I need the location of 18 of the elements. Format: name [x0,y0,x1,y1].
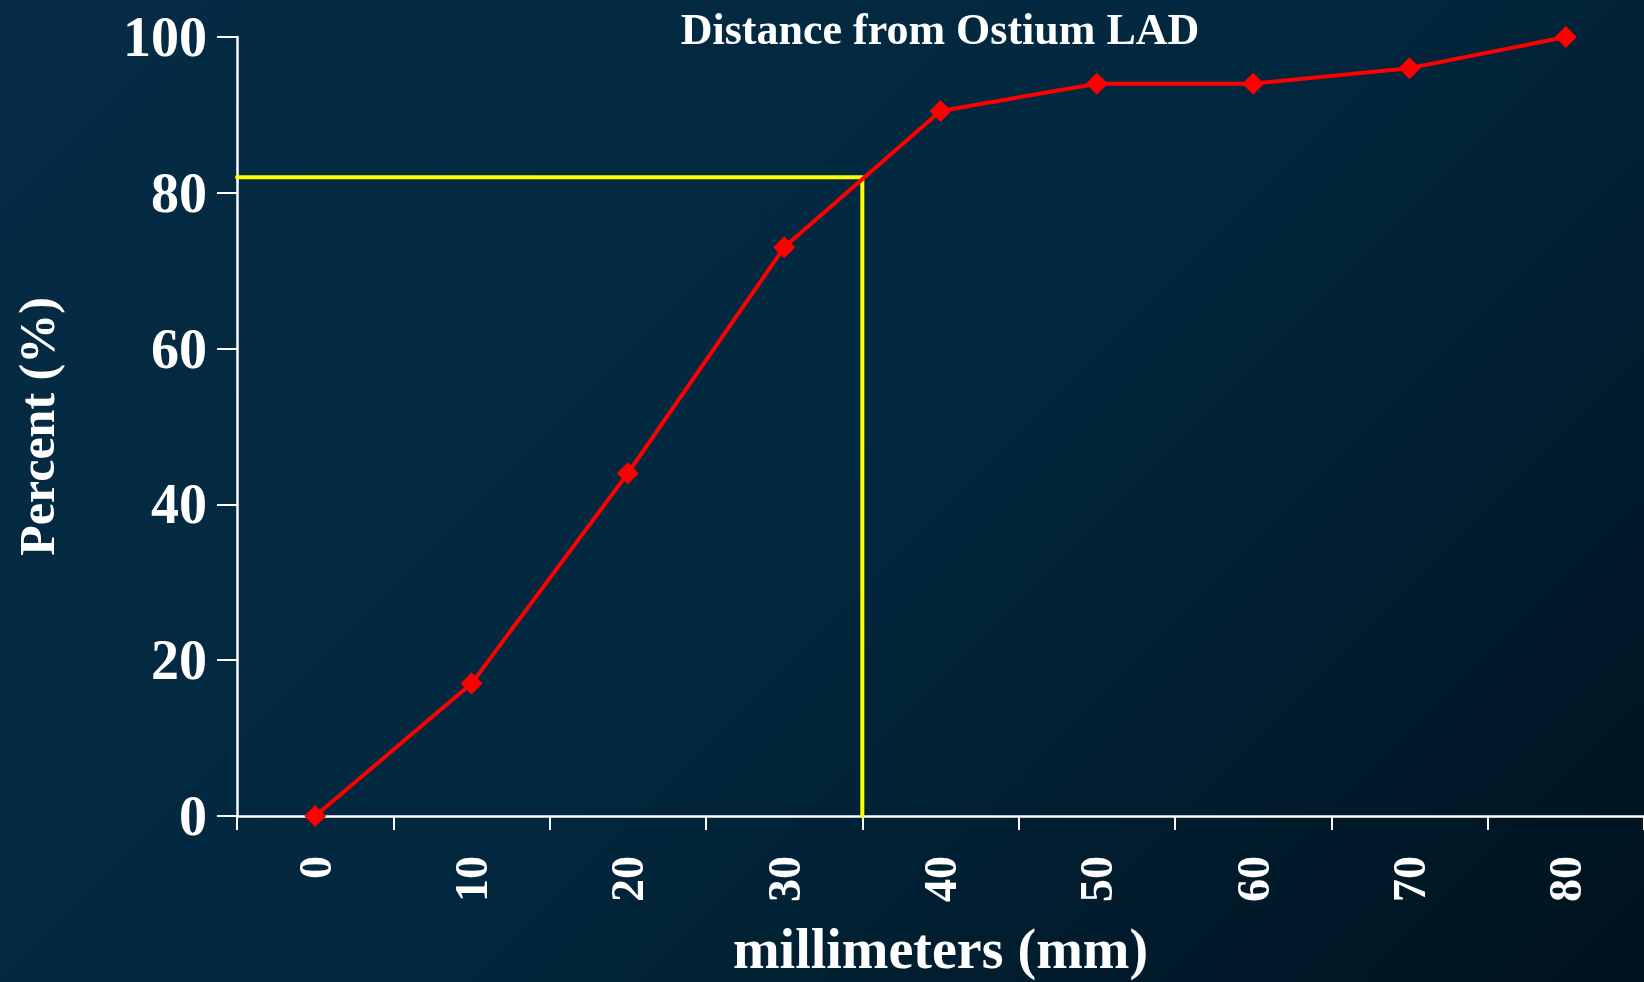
y-tick-label: 100 [123,6,207,68]
y-tick-label: 60 [151,317,207,380]
x-tick-label: 20 [602,856,654,902]
x-tick-label: 80 [1540,856,1592,902]
y-axis-title: Percent (%) [9,297,65,556]
y-tick-label: 80 [151,161,207,224]
x-tick-label: 10 [446,856,497,902]
y-tick-label: 0 [179,785,207,847]
x-tick-label: 70 [1384,856,1435,902]
x-tick-label: 60 [1227,856,1279,902]
x-tick-label: 50 [1071,856,1123,902]
x-tick-label: 30 [758,856,810,902]
x-tick-label: 0 [289,856,341,879]
chart-title: Distance from Ostium LAD [680,4,1200,54]
x-axis-title: millimeters (mm) [732,918,1149,981]
y-tick-label: 40 [151,473,207,536]
x-tick-label: 40 [915,856,966,902]
y-tick-label: 20 [151,629,207,692]
